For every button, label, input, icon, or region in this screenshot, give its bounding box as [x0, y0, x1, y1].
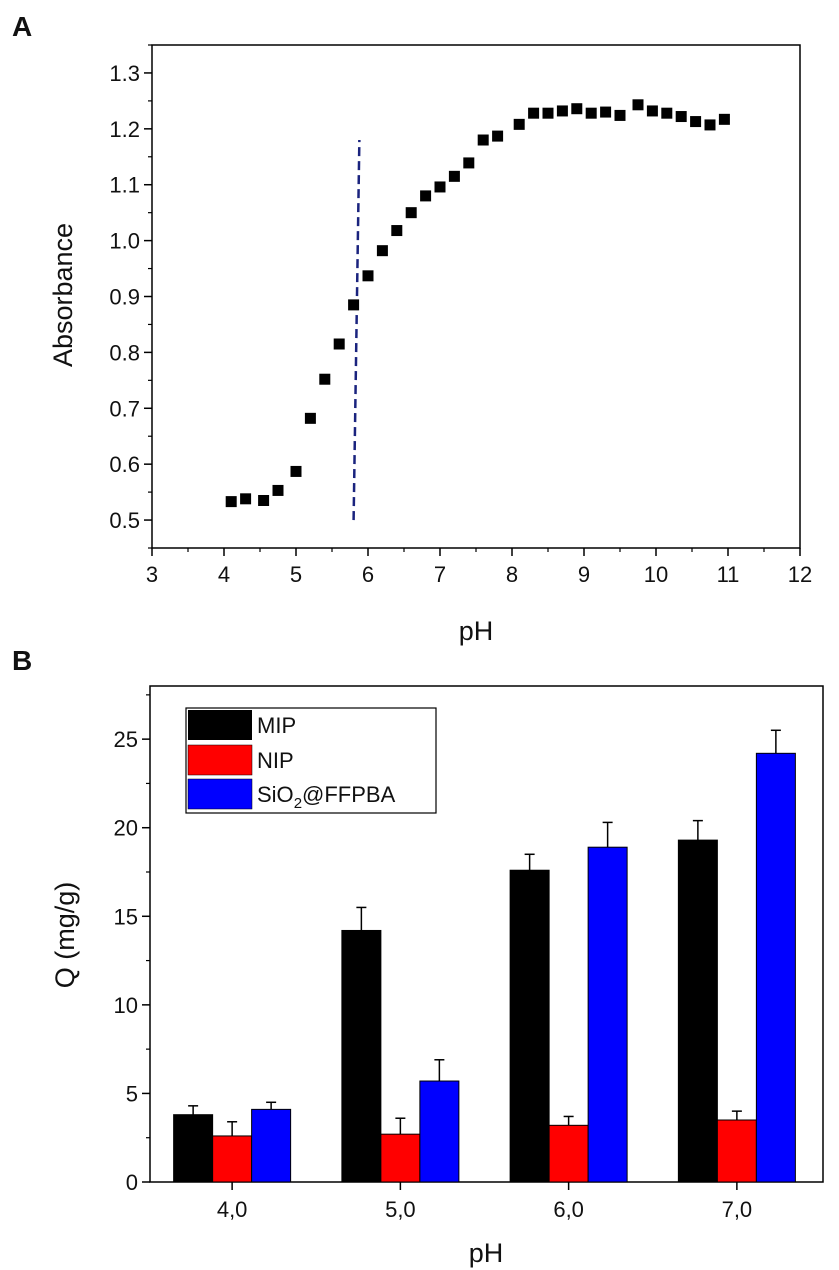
- panel-a-data-point: [513, 118, 525, 130]
- panel-a-data-point: [718, 113, 730, 125]
- panel-a-y-tick-label: 1.3: [109, 61, 140, 86]
- panel-a-y-tick-label: 0.5: [109, 508, 140, 533]
- panel-a-data-point: [528, 107, 540, 119]
- panel-a-x-tick-label: 10: [644, 562, 668, 587]
- panel-a-x-tick-label: 11: [717, 562, 740, 587]
- panel-a-data-point: [600, 106, 612, 118]
- panel-a-data-point: [405, 207, 417, 219]
- bar-nip-7-0: [716, 1119, 757, 1183]
- panel-a-data-point: [571, 103, 583, 115]
- panel-a-y-tick-label: 0.6: [109, 452, 140, 477]
- panel-a-x-tick-label: 12: [788, 562, 812, 587]
- panel-b-y-axis-title: Q (mg/g): [50, 882, 80, 989]
- panel-b-y-tick-label: 25: [114, 727, 138, 752]
- panel-a-data-point: [376, 245, 388, 257]
- panel-a-plot-frame: [151, 44, 801, 549]
- bar-sio2-ffpba-5-0: [419, 1080, 460, 1183]
- panel-a-data-point: [690, 116, 702, 128]
- legend-label-nip: NIP: [257, 748, 294, 773]
- panel-a-data-point: [585, 107, 597, 119]
- panel-a-x-tick-label: 8: [506, 562, 518, 587]
- panel-b-plot-frame: [149, 685, 824, 1183]
- panel-b-y-tick-label: 5: [126, 1081, 138, 1106]
- panel-b-y-tick-label: 15: [114, 904, 138, 929]
- panel-a-dashed-line: [352, 139, 361, 521]
- legend-swatch-nip: [187, 744, 253, 776]
- panel-b-y-tick-label: 10: [114, 993, 138, 1018]
- panel-b-chart: 0 5 10 15 20 25 4,0 5,0 6,0 7,0: [114, 685, 824, 1222]
- panel-a-x-tick-label: 4: [218, 562, 230, 587]
- panel-a-y-tick-label: 1.0: [109, 229, 140, 254]
- panel-a-data-point: [348, 299, 360, 311]
- panel-b-legend: MIP NIP SiO2@FFPBA: [185, 707, 437, 814]
- bar-nip-5-0: [380, 1133, 421, 1183]
- panel-a-chart: 3 4 5 6 7 8 9 10 11 12 0.5 0.6 0.7 0.8 0.9 1.0 1.1 1.2 1.3: [109, 44, 812, 587]
- panel-a-y-tick-label: 1.2: [109, 117, 140, 142]
- panel-b-letter: B: [12, 645, 32, 676]
- bar-mip-5-0: [341, 929, 382, 1183]
- bar-mip-7-0: [677, 839, 718, 1183]
- bar-nip-4-0: [212, 1135, 253, 1183]
- bar-nip-6-0: [548, 1124, 589, 1183]
- panel-a-data-point: [420, 190, 432, 202]
- panel-a-data-point: [542, 107, 554, 119]
- panel-a-data-point: [661, 107, 673, 119]
- panel-a-y-tick-label: 0.9: [109, 285, 140, 310]
- panel-a-data-point: [463, 157, 475, 169]
- panel-a-data-point: [646, 105, 658, 117]
- panel-a-data-point: [333, 338, 345, 350]
- panel-a-x-tick-label: 5: [290, 562, 302, 587]
- bar-mip-6-0: [509, 869, 550, 1183]
- panel-b-x-tick-label: 6,0: [553, 1197, 584, 1222]
- panel-a-y-tick-label: 0.8: [109, 340, 140, 365]
- panel-a-data-point: [675, 111, 687, 123]
- panel-a-letter: A: [12, 11, 32, 42]
- panel-b-x-tick-label: 7,0: [722, 1197, 753, 1222]
- bar-sio2-ffpba-6-0: [587, 846, 628, 1183]
- panel-a-data-point: [492, 130, 504, 142]
- panel-a-data-point: [225, 496, 237, 508]
- panel-a-y-axis-title: Absorbance: [48, 223, 78, 367]
- panel-a-data-point: [614, 109, 626, 121]
- legend-swatch-sio2-ffpba: [187, 778, 253, 810]
- panel-b-y-tick-label: 20: [114, 816, 138, 841]
- panel-a-data-point: [477, 134, 489, 146]
- panel-a-data-point: [319, 373, 331, 385]
- panel-b-y-tick-label: 0: [126, 1170, 138, 1195]
- legend-label-mip: MIP: [257, 713, 296, 738]
- panel-a-x-tick-label: 3: [146, 562, 158, 587]
- panel-a-data-point: [272, 484, 284, 496]
- bar-sio2-ffpba-7-0: [755, 752, 796, 1183]
- panel-a-y-tick-label: 0.7: [109, 396, 140, 421]
- panel-a-data-point: [304, 412, 316, 424]
- panel-a-data-point: [632, 99, 644, 111]
- panel-a-data-point: [290, 465, 302, 477]
- panel-a-data-point: [556, 105, 568, 117]
- panel-b-x-tick-label: 5,0: [385, 1197, 416, 1222]
- panel-a-data-point: [258, 494, 270, 506]
- panel-a-data-point: [704, 119, 716, 131]
- panel-a-x-axis-title: pH: [459, 616, 494, 646]
- panel-b-x-tick-label: 4,0: [217, 1197, 248, 1222]
- panel-a-data-point: [240, 493, 252, 505]
- panel-a-x-tick-label: 9: [578, 562, 590, 587]
- bar-sio2-ffpba-4-0: [251, 1108, 292, 1183]
- panel-a-data-point: [362, 270, 374, 282]
- panel-b-x-axis-title: pH: [469, 1238, 504, 1268]
- panel-a-x-tick-label: 6: [362, 562, 374, 587]
- panel-a-data-point: [434, 181, 446, 193]
- panel-a-x-tick-label: 7: [434, 562, 446, 587]
- legend-swatch-mip: [188, 710, 252, 740]
- panel-a-y-tick-label: 1.1: [109, 173, 140, 198]
- panel-a-data-point: [448, 170, 460, 182]
- panel-a-data-point: [391, 225, 403, 237]
- legend-label-sio2-ffpba: SiO2@FFPBA: [257, 782, 396, 812]
- bar-mip-4-0: [173, 1114, 214, 1183]
